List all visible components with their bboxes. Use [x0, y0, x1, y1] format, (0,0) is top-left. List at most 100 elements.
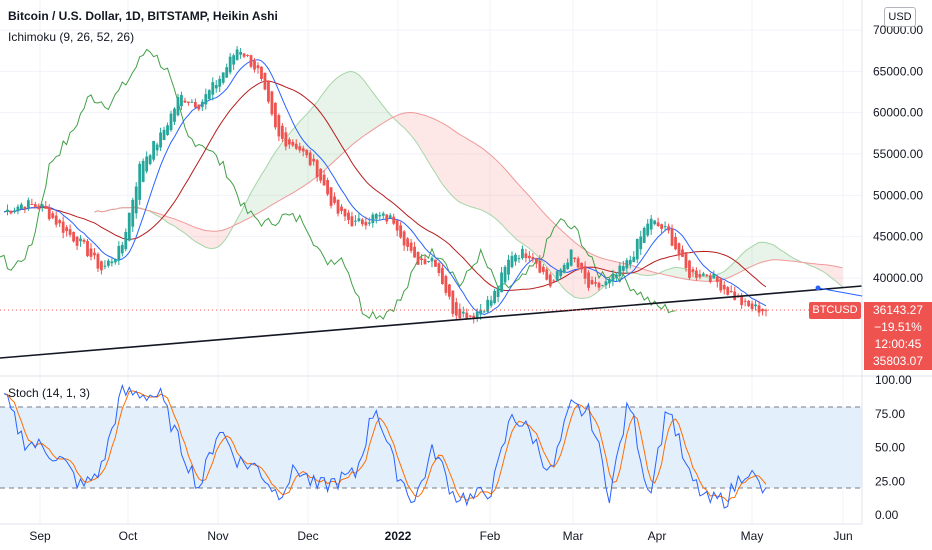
candle-body: [367, 222, 371, 224]
cloud-segment: [296, 121, 300, 191]
cloud-segment: [264, 163, 269, 210]
candle-body: [548, 274, 552, 287]
cloud-segment: [772, 244, 777, 260]
cloud-segment: [372, 92, 377, 130]
candle-body: [646, 223, 650, 236]
candle-body: [340, 206, 343, 211]
cloud-segment: [546, 216, 551, 272]
cloud-segment: [682, 268, 686, 280]
cloud-segment: [463, 136, 467, 206]
cloud-segment: [355, 72, 359, 143]
cloud-segment: [518, 184, 523, 244]
candle-body: [173, 108, 176, 122]
candle-body: [402, 231, 406, 246]
cloud-segment: [560, 229, 565, 290]
cloud-segment: [839, 267, 843, 288]
candle-body: [691, 269, 695, 272]
cloud-segment: [790, 256, 794, 262]
cloud-segment: [825, 264, 829, 276]
candle-body: [72, 232, 75, 242]
candle-body: [583, 266, 587, 279]
candle-body: [527, 255, 531, 259]
candle-body: [729, 290, 733, 293]
candle-body: [444, 276, 448, 293]
candle-body: [211, 82, 215, 95]
kijun-sen: [3, 80, 767, 291]
senkou-span-a: [94, 70, 843, 300]
candle-body: [392, 216, 396, 224]
candle-body: [13, 210, 16, 213]
candle-body: [660, 224, 664, 229]
candle-body: [479, 309, 483, 315]
cloud-segment: [411, 112, 415, 140]
candle-body: [663, 226, 667, 228]
cloud-segment: [779, 249, 784, 261]
candle-body: [531, 256, 535, 260]
candle-body: [597, 282, 601, 288]
candle-body: [695, 270, 698, 278]
change-tag: −19.51%: [864, 319, 932, 336]
candle-body: [127, 212, 131, 241]
candle-body: [270, 91, 274, 115]
candle-body: [538, 260, 542, 273]
candle-body: [37, 205, 41, 210]
cloud-segment: [188, 224, 192, 240]
candle-body: [354, 220, 357, 222]
candle-body: [242, 53, 246, 57]
candle-body: [726, 287, 730, 295]
candle-body: [708, 275, 712, 282]
cloud-segment: [536, 204, 540, 259]
cloud-segment: [324, 87, 328, 171]
candle-body: [437, 263, 441, 273]
cloud-segment: [571, 239, 575, 298]
cloud-segment: [425, 115, 429, 163]
cloud-segment: [553, 223, 558, 281]
candle-body: [534, 258, 538, 264]
indicator-label[interactable]: Ichimoku (9, 26, 52, 26): [8, 30, 135, 44]
candle-body: [106, 260, 110, 266]
candle-body: [58, 220, 62, 224]
candle-body: [719, 279, 723, 291]
cloud-segment: [407, 112, 412, 136]
candle-body: [183, 100, 187, 103]
currency-button[interactable]: USD: [884, 7, 916, 27]
candle-body: [93, 252, 96, 256]
chart-title: Bitcoin / U.S. Dollar, 1D, BITSTAMP, Hei…: [8, 9, 278, 23]
cloud-segment: [386, 110, 391, 121]
price-tick-label: 55000.00: [873, 147, 923, 161]
candle-body: [79, 238, 82, 242]
candle-body: [159, 132, 162, 148]
candle-body: [61, 221, 65, 233]
candle-body: [40, 204, 44, 208]
time-tick-label: Nov: [207, 529, 228, 543]
candle-body: [294, 143, 298, 149]
candle-body: [406, 238, 410, 247]
cloud-segment: [271, 151, 276, 205]
cloud-segment: [369, 87, 373, 133]
candle-body: [395, 220, 399, 231]
candle-body: [26, 200, 30, 208]
candle-body: [218, 78, 222, 87]
candle-body: [521, 248, 524, 259]
candle-body: [280, 125, 284, 139]
candle-body: [89, 248, 93, 257]
stoch-label[interactable]: Stoch (14, 1, 3): [8, 386, 91, 400]
cloud-segment: [539, 208, 544, 263]
candle-body: [427, 261, 430, 263]
candle-body: [472, 315, 476, 320]
cloud-segment: [668, 268, 673, 277]
candle-body: [190, 101, 194, 103]
candle-body: [611, 273, 615, 282]
candle-body: [364, 221, 368, 226]
candle-body: [608, 278, 611, 284]
candle-body: [315, 160, 319, 178]
cloud-segment: [459, 134, 464, 204]
candle-body: [621, 266, 625, 271]
candle-body: [441, 268, 444, 285]
candle-body: [594, 282, 597, 284]
cloud-segment: [299, 117, 304, 189]
candle-body: [409, 242, 413, 251]
candle-body: [632, 256, 636, 263]
cloud-segment: [404, 112, 408, 132]
